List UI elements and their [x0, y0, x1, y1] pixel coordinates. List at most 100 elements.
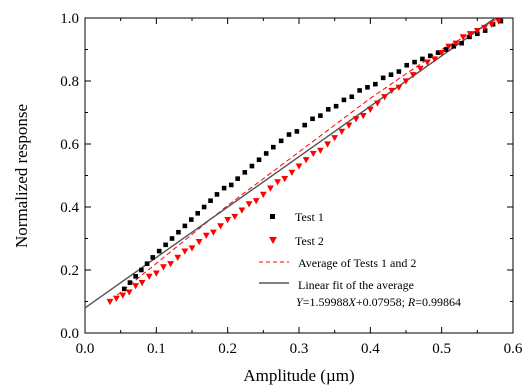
y-tick-label: 0.0	[60, 326, 79, 342]
test-2-point	[302, 157, 310, 164]
test-2-point	[125, 289, 133, 296]
test-2-point	[395, 84, 403, 91]
x-tick-label: 0.2	[218, 341, 237, 357]
fit-equation-y: Y	[296, 295, 304, 309]
test-1-point	[278, 138, 284, 144]
fit-equation: Y=1.59988X+0.07958; R=0.99864	[296, 295, 461, 309]
test-1-point	[139, 267, 144, 273]
legend-label-test-1: Test 1	[295, 210, 324, 224]
test-1-point	[302, 122, 308, 128]
x-tick-label: 0.0	[76, 341, 95, 357]
test-2-point	[224, 217, 232, 224]
fit-equation-x: X	[347, 295, 356, 309]
x-tick-label: 0.6	[504, 341, 523, 357]
y-tick-label: 0.6	[60, 137, 79, 153]
test-1-point	[482, 28, 488, 33]
test-1-point	[121, 286, 127, 292]
test-2-point	[231, 213, 239, 221]
legend: Test 1 Test 2 Average of Tests 1 and 2 L…	[259, 210, 416, 292]
test-2-point	[138, 280, 146, 287]
test-2-point	[473, 28, 481, 35]
test-1-point	[451, 44, 457, 49]
test-2-point	[238, 207, 246, 214]
test-2-point	[438, 50, 446, 57]
test-1-point	[228, 182, 234, 188]
test-2-point	[309, 150, 317, 158]
legend-label-average: Average of Tests 1 and 2	[298, 256, 416, 270]
test-1-point	[271, 144, 276, 150]
test-2-point	[281, 176, 289, 183]
test-2-point	[317, 147, 324, 154]
test-2-point	[481, 24, 488, 32]
fit-equation-r-value: =0.99864	[415, 295, 461, 309]
test-1-point	[349, 94, 355, 100]
x-tick-label: 0.1	[147, 341, 166, 357]
test-2-point	[259, 191, 267, 198]
test-2-point	[210, 229, 217, 236]
test-2-point	[195, 239, 203, 246]
test-1-point	[214, 192, 220, 197]
test-1-point	[208, 198, 213, 203]
axis-ticks	[84, 17, 514, 334]
test-2-point	[409, 72, 417, 79]
test-2-point	[188, 245, 196, 252]
test-2-point	[352, 116, 360, 123]
test-1-point	[127, 280, 133, 285]
test-2-point	[345, 122, 353, 129]
test-2-point	[252, 198, 260, 205]
series-line-2	[116, 17, 499, 296]
legend-marker-test-1	[270, 214, 275, 219]
x-tick-label: 0.4	[361, 341, 380, 357]
test-1-point	[412, 59, 417, 65]
series-markers	[106, 18, 504, 306]
test-1-point	[357, 88, 362, 93]
x-tick-labels: 0.0 0.1 0.2 0.3 0.4 0.5 0.6	[76, 341, 523, 357]
test-2-point	[202, 232, 210, 239]
test-2-point	[181, 248, 189, 255]
test-2-point	[374, 100, 381, 107]
test-2-point	[267, 185, 274, 192]
test-2-point	[402, 78, 410, 85]
test-2-point	[324, 141, 331, 148]
test-1-point	[144, 261, 150, 266]
test-1-point	[156, 248, 162, 254]
test-1-point	[242, 170, 248, 175]
test-2-point	[288, 169, 296, 176]
test-1-point	[176, 229, 181, 235]
test-2-point	[119, 292, 127, 299]
test-1-point	[195, 211, 201, 216]
test-1-point	[286, 132, 292, 137]
test-2-point	[274, 179, 281, 186]
test-1-point	[310, 116, 315, 122]
legend-marker-test-2	[269, 237, 277, 244]
test-1-point	[201, 204, 207, 210]
test-2-point	[495, 18, 503, 25]
test-1-point	[498, 18, 504, 24]
y-tick-label: 0.8	[60, 74, 79, 90]
y-tick-label: 1.0	[60, 11, 79, 27]
test-2-point	[359, 113, 367, 120]
test-1-point	[435, 50, 441, 55]
test-2-point	[152, 270, 160, 277]
test-2-point	[338, 128, 346, 135]
legend-label-test-2: Test 2	[295, 234, 324, 248]
test-2-point	[424, 59, 431, 66]
y-axis-label: Normalized response	[12, 104, 31, 248]
test-1-point	[188, 217, 194, 222]
test-2-point	[431, 56, 438, 63]
test-2-point	[217, 223, 224, 230]
test-2-point	[174, 254, 182, 261]
test-2-point	[388, 87, 396, 95]
test-1-point	[420, 56, 425, 62]
test-1-point	[467, 34, 472, 40]
test-2-point	[452, 40, 460, 47]
test-1-point	[459, 40, 464, 46]
test-1-point	[373, 81, 378, 87]
test-1-point	[333, 103, 339, 109]
test-1-point	[318, 113, 323, 118]
test-1-point	[182, 223, 188, 229]
y-tick-label: 0.2	[60, 263, 79, 279]
y-tick-labels: 0.0 0.2 0.4 0.6 0.8 1.0	[60, 11, 79, 342]
test-1-point	[396, 69, 402, 74]
